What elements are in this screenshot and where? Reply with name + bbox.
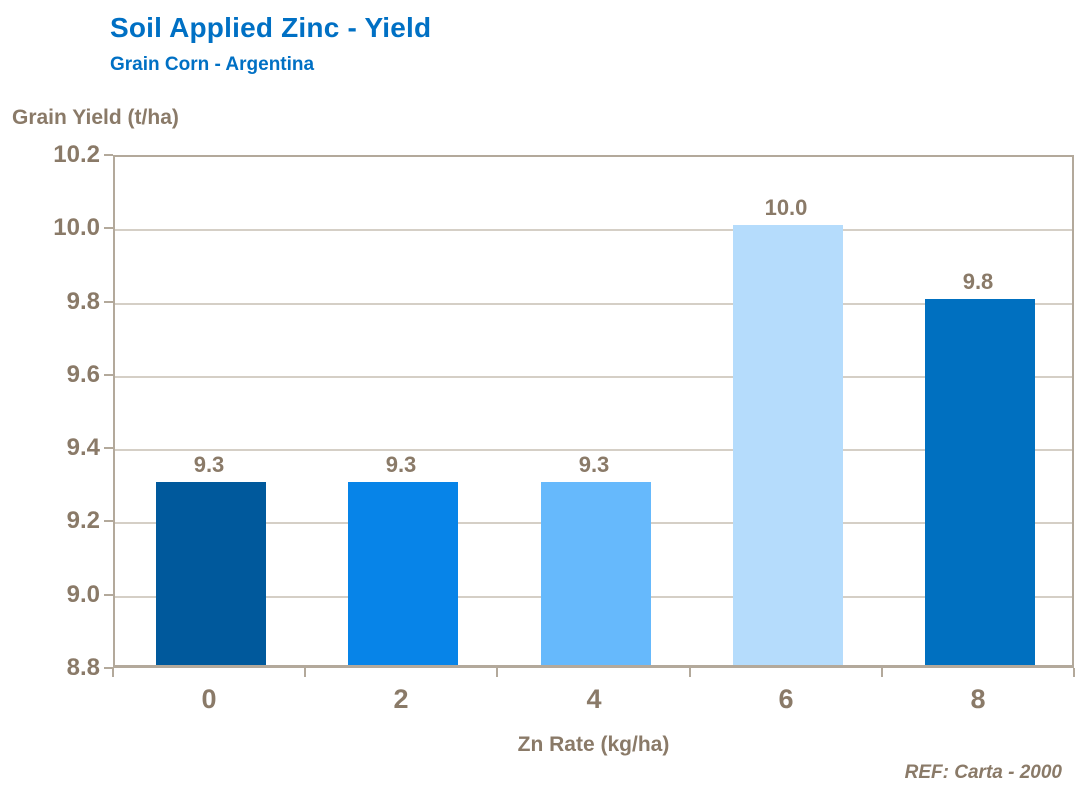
x-cat-label: 6 (778, 684, 794, 714)
gridline (115, 229, 1072, 231)
y-tick-label: 10.2 (53, 141, 100, 168)
bar (925, 299, 1035, 665)
y-tick-label: 9.6 (66, 361, 100, 388)
reference-note: REF: Carta - 2000 (904, 762, 1062, 783)
bar-value-label: 10.0 (764, 195, 808, 220)
gridline (115, 449, 1072, 451)
y-tick-label: 9.4 (66, 434, 100, 461)
x-tick-mark (496, 668, 498, 677)
bar-value-label: 9.3 (578, 452, 610, 477)
y-tick-mark (104, 227, 113, 229)
x-tick-mark (304, 668, 306, 677)
y-tick-mark (104, 154, 113, 156)
y-tick-label: 9.2 (66, 507, 100, 534)
x-cat-label: 8 (970, 684, 986, 714)
plot-area (113, 155, 1074, 668)
y-tick-mark (104, 520, 113, 522)
bar (348, 482, 458, 665)
gridline (115, 303, 1072, 305)
y-axis-title: Grain Yield (t/ha) (12, 106, 179, 129)
x-tick-mark (689, 668, 691, 677)
x-tick-mark (881, 668, 883, 677)
gridline (115, 376, 1072, 378)
y-tick-mark (104, 594, 113, 596)
y-tick-label: 10.0 (53, 214, 100, 241)
bar (541, 482, 651, 665)
y-tick-mark (104, 667, 113, 669)
bar-value-label: 9.3 (385, 452, 417, 477)
x-cat-label: 2 (393, 684, 409, 714)
bar (733, 225, 843, 665)
y-tick-label: 8.8 (66, 654, 100, 681)
y-tick-mark (104, 374, 113, 376)
x-tick-mark (1073, 668, 1075, 677)
bar-value-label: 9.3 (193, 452, 225, 477)
y-tick-label: 9.8 (66, 288, 100, 315)
y-tick-mark (104, 447, 113, 449)
x-axis-title: Zn Rate (kg/ha) (517, 733, 670, 756)
x-cat-label: 0 (201, 684, 217, 714)
y-tick-label: 9.0 (66, 581, 100, 608)
x-cat-label: 4 (586, 684, 602, 714)
x-tick-mark (112, 668, 114, 677)
bar (156, 482, 266, 665)
chart-title: Soil Applied Zinc - Yield (110, 12, 432, 43)
y-tick-mark (104, 301, 113, 303)
chart-subtitle: Grain Corn - Argentina (110, 54, 315, 75)
bar-value-label: 9.8 (962, 269, 994, 294)
